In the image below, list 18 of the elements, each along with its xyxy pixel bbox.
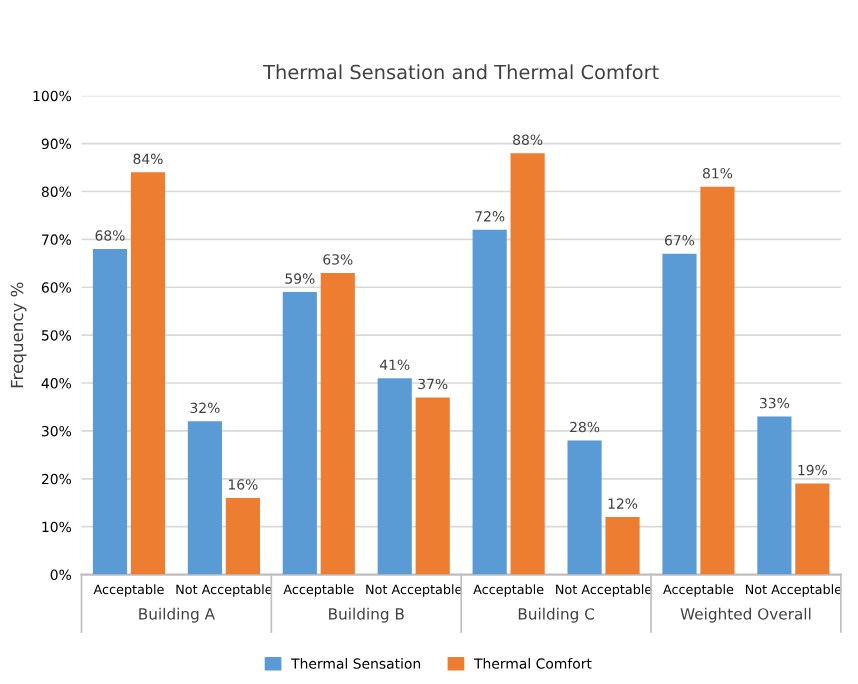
bar [472, 229, 507, 575]
bar [795, 483, 830, 575]
chart-title: Thermal Sensation and Thermal Comfort [263, 64, 659, 80]
bar [510, 153, 545, 575]
bar [377, 378, 412, 575]
bar [567, 440, 602, 575]
bar [700, 186, 735, 575]
bar [757, 416, 792, 575]
bar [92, 248, 128, 575]
bar [662, 253, 697, 575]
bar [225, 497, 260, 575]
bar [130, 172, 166, 575]
bar [320, 272, 355, 575]
bar [605, 517, 640, 575]
y-axis-title: Frequency % [10, 282, 27, 388]
bar [415, 397, 450, 575]
bar [282, 292, 317, 575]
bar [187, 421, 222, 575]
